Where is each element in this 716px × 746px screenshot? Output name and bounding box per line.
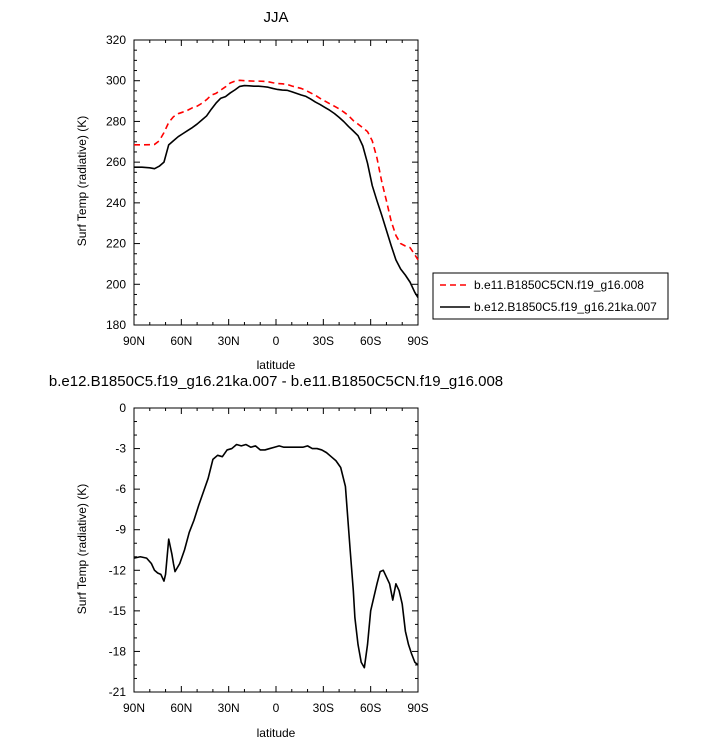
top-y-tick-label: 280 <box>106 114 126 128</box>
bottom-y-tick-label: -12 <box>109 563 127 577</box>
bottom-y-tick-label: -3 <box>115 442 126 456</box>
legend-label-series-1: b.e11.B1850C5CN.f19_g16.008 <box>474 278 644 292</box>
top-x-tick-label: 90S <box>407 334 428 348</box>
bottom-series-line-1 <box>133 443 419 669</box>
bottom-x-tick-label: 60S <box>360 701 381 715</box>
top-chart-xlabel: latitude <box>257 358 296 372</box>
bottom-x-tick-label: 90S <box>407 701 428 715</box>
top-chart-title: JJA <box>263 9 288 26</box>
bottom-y-tick-label: -6 <box>115 482 126 496</box>
top-x-tick-label: 0 <box>273 334 280 348</box>
bottom-y-tick-label: -21 <box>109 685 127 699</box>
top-y-tick-label: 260 <box>106 155 126 169</box>
top-chart-ylabel: Surf Temp (radiative) (K) <box>75 116 89 246</box>
bottom-chart-frame <box>133 407 419 693</box>
bottom-y-tick-label: -18 <box>109 644 127 658</box>
top-x-tick-label: 30S <box>313 334 334 348</box>
bottom-y-tick-label: 0 <box>119 401 126 415</box>
top-y-tick-label: 320 <box>106 33 126 47</box>
top-y-tick-label: 220 <box>106 237 126 251</box>
top-chart-plot-area: 90N 60N 30N 0 30S 60S 90S 180 200 220 240 260 280 300… <box>106 33 429 348</box>
top-y-tick-label: 200 <box>106 277 126 291</box>
top-x-tick-label: 60S <box>360 334 381 348</box>
bottom-y-tick-label: -15 <box>109 604 127 618</box>
bottom-y-tick-label: -9 <box>115 523 126 537</box>
top-chart-frame <box>133 39 419 326</box>
bottom-chart-xlabel: latitude <box>257 726 296 740</box>
bottom-chart-title: b.e12.B1850C5.f19_g16.21ka.007 - b.e11.B… <box>49 373 503 390</box>
top-x-tick-label: 60N <box>170 334 192 348</box>
top-chart: JJA Surf Temp (radiative) (K) latitude 9… <box>75 9 669 372</box>
bottom-x-tick-label: 90N <box>123 701 145 715</box>
legend-box <box>432 272 669 320</box>
top-y-tick-label: 240 <box>106 196 126 210</box>
bottom-x-tick-label: 0 <box>273 701 280 715</box>
legend-label-series-2: b.e12.B1850C5.f19_g16.21ka.007 <box>474 300 657 314</box>
top-y-tick-label: 300 <box>106 74 126 88</box>
bottom-x-tick-label: 30N <box>218 701 240 715</box>
bottom-x-tick-label: 60N <box>170 701 192 715</box>
bottom-chart-plot-area: 90N 60N 30N 0 30S 60S 90S 0 -3 -6 -9 -12 -15 -18 -21 <box>109 401 429 715</box>
top-y-tick-label: 180 <box>106 318 126 332</box>
top-series-line-2 <box>134 84 419 298</box>
bottom-chart: b.e12.B1850C5.f19_g16.21ka.007 - b.e11.B… <box>49 373 503 740</box>
top-x-tick-label: 90N <box>123 334 145 348</box>
top-x-tick-label: 30N <box>218 334 240 348</box>
bottom-x-tick-label: 30S <box>313 701 334 715</box>
bottom-chart-ylabel: Surf Temp (radiative) (K) <box>75 484 89 614</box>
top-series-line-1 <box>134 79 419 261</box>
top-chart-legend: b.e11.B1850C5CN.f19_g16.008 b.e12.B1850C… <box>432 272 669 320</box>
